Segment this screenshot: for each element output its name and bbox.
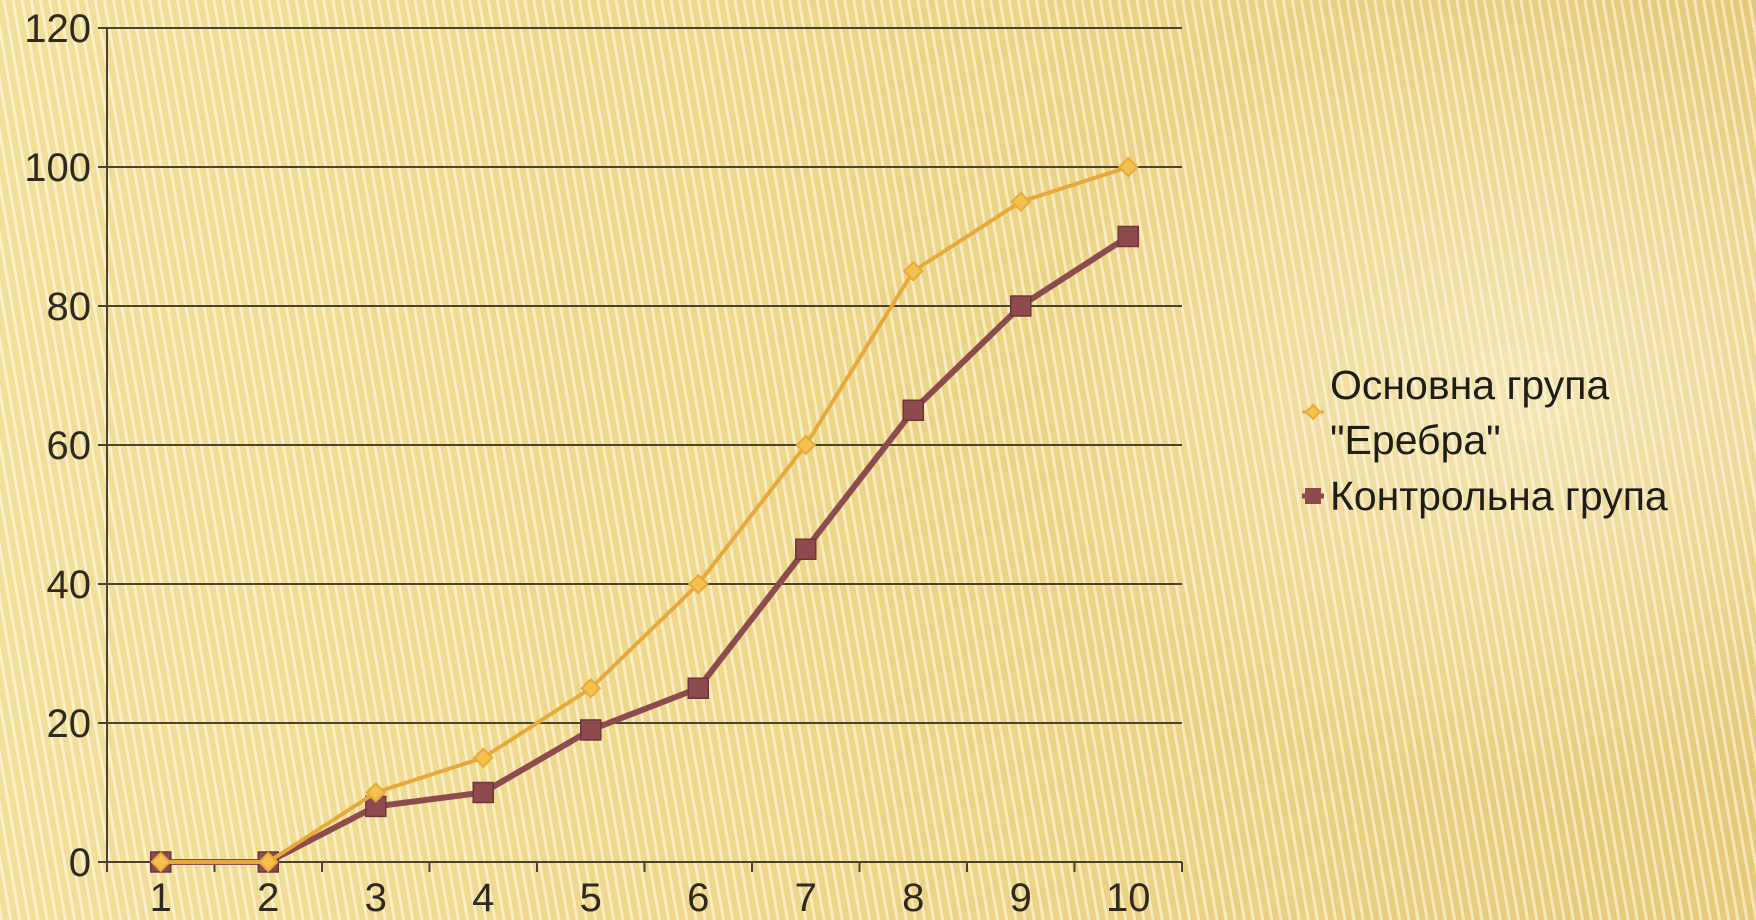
data-point-marker [687,573,709,595]
legend-label: Основна група [1330,362,1609,408]
legend-label: Контрольна група [1330,473,1668,519]
legend-label: "Еребра" [1330,417,1501,463]
x-tick-label: 7 [795,876,817,920]
y-tick-label: 0 [69,841,91,885]
legend-entry: Контрольна група [1302,473,1668,519]
x-tick-label: 6 [687,876,709,920]
data-point-marker [687,677,709,699]
y-tick-label: 100 [24,146,91,190]
y-tick-label: 20 [47,702,92,746]
x-tick-label: 10 [1106,876,1151,920]
data-point-marker [902,260,924,282]
axes [98,27,1183,872]
data-point-marker [1117,156,1139,178]
data-point-marker [365,782,387,803]
series-lines [150,156,1139,873]
series-main-group [150,156,1139,873]
data-point-marker [472,747,494,769]
x-tick-label: 4 [472,876,494,920]
data-point-marker [795,538,817,560]
legend-square-marker [1305,488,1321,504]
data-point-marker [580,719,602,741]
y-tick-label: 80 [47,285,92,329]
series-line [157,233,1132,865]
data-point-marker [580,677,602,699]
data-point-marker [1010,295,1032,317]
x-tick-label: 9 [1010,876,1032,920]
data-point-marker [150,851,172,873]
y-tick-label: 40 [47,563,92,607]
data-point-marker [795,434,817,456]
x-tick-label: 1 [150,876,172,920]
data-point-marker [1010,191,1032,213]
y-axis-tick-labels: 0 20 40 60 80 100 120 [24,7,91,885]
data-point-marker [257,851,279,873]
x-axis-tick-labels: 1 2 3 4 5 6 7 8 9 10 [150,876,1151,920]
series-line [158,165,1131,864]
x-tick-label: 8 [902,876,924,920]
series-control-group [150,225,1139,873]
legend: Основна група "Еребра" Контрольна група [1302,362,1668,519]
x-tick-label: 2 [257,876,279,920]
x-tick-label: 5 [580,876,602,920]
data-point-marker [1117,225,1139,248]
data-point-marker [472,781,494,804]
y-tick-label: 60 [47,424,92,468]
legend-diamond-marker [1304,403,1322,421]
gridlines [107,27,1182,724]
x-tick-label: 3 [365,876,387,920]
y-tick-label: 120 [24,7,91,51]
data-point-marker [902,399,924,421]
legend-entry: Основна група "Еребра" [1302,362,1609,463]
